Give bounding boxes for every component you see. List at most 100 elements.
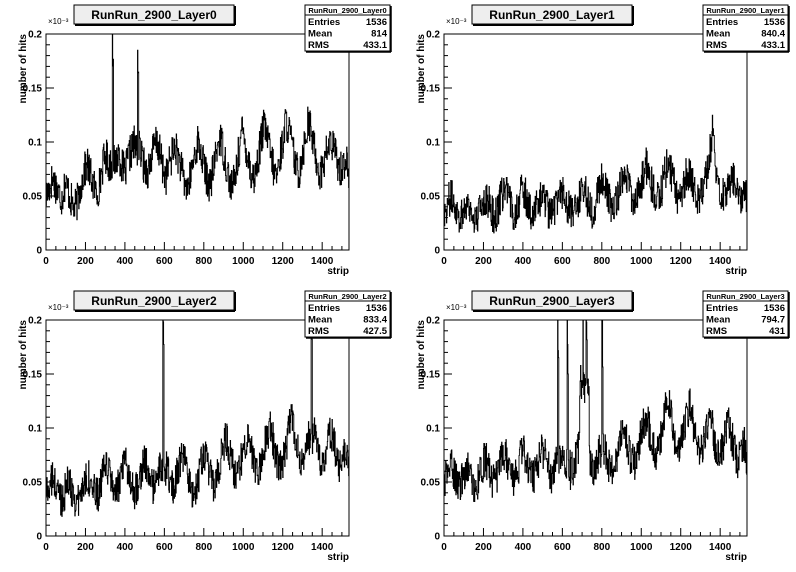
x-tick-label: 1000	[630, 256, 653, 267]
x-tick-label: 200	[77, 256, 94, 267]
x-tick-label: 200	[475, 542, 492, 553]
x-tick-label: 1400	[709, 256, 732, 267]
x-tick-label: 0	[441, 542, 447, 553]
histogram-line	[45, 319, 350, 517]
stats-label-entries: Entries	[308, 17, 340, 28]
histogram-svg: 0 0.05 0.1 0.15 0.2 ×10⁻³ 0 200 400 600 800 1000 120…	[18, 290, 392, 563]
stats-label-mean: Mean	[706, 315, 730, 326]
y-tick-label: 0.15	[421, 370, 441, 381]
y-tick-label: 0.05	[23, 478, 43, 489]
x-tick-label: 0	[43, 542, 49, 553]
y-tick-label: 0.1	[426, 138, 440, 149]
stats-box-frame	[702, 4, 789, 52]
stats-box: RunRun_2900_Layer3 Entries 1536 Mean 794.7 RM…	[702, 290, 790, 339]
y-tick-label: 0.2	[28, 30, 42, 41]
x-tick-label: 1400	[311, 256, 334, 267]
stats-label-entries: Entries	[308, 303, 340, 314]
y-tick-label: 0.05	[421, 192, 441, 203]
histogram-svg: 0 0.05 0.1 0.15 0.2 ×10⁻³ 0 200 400 600 800 1000 120…	[18, 4, 392, 277]
x-tick-label: 1000	[232, 542, 255, 553]
chart-title: RunRun_2900_Layer2	[91, 294, 217, 308]
hist-panel-layer3: 0 0.05 0.1 0.15 0.2 ×10⁻³ 0 200 400 600 800 1000 120…	[398, 286, 796, 572]
stats-value-entries: 1536	[366, 17, 387, 28]
hist-panel-layer1: 0 0.05 0.1 0.15 0.2 ×10⁻³ 0 200 400 600 800 1000 120…	[398, 0, 796, 286]
x-tick-label: 800	[593, 256, 610, 267]
x-tick-label: 1000	[232, 256, 255, 267]
stats-box-title: RunRun_2900_Layer3	[706, 292, 784, 301]
x-tick-label: 400	[117, 542, 134, 553]
stats-value-entries: 1536	[764, 17, 785, 28]
x-tick-label: 200	[77, 542, 94, 553]
stats-label-mean: Mean	[308, 315, 332, 326]
x-tick-label: 600	[554, 542, 571, 553]
stats-value-entries: 1536	[366, 303, 387, 314]
x-tick-label: 400	[515, 256, 532, 267]
plot-frame	[45, 319, 350, 537]
y-axis-title: number of hits	[416, 34, 427, 104]
plot-frame	[443, 319, 748, 537]
y-tick-label: 0.15	[23, 370, 43, 381]
stats-box-frame	[304, 4, 391, 52]
y-exponent-label: ×10⁻³	[48, 17, 69, 26]
x-tick-label: 800	[593, 542, 610, 553]
stats-box-title: RunRun_2900_Layer0	[308, 6, 386, 15]
stats-box-title: RunRun_2900_Layer1	[706, 6, 784, 15]
histogram-line	[443, 114, 748, 234]
hist-panel-layer2: 0 0.05 0.1 0.15 0.2 ×10⁻³ 0 200 400 600 800 1000 120…	[0, 286, 398, 572]
y-tick-label: 0	[434, 532, 440, 543]
stats-value-mean: 833.4	[363, 315, 387, 326]
x-axis-title: strip	[725, 266, 747, 277]
stats-label-mean: Mean	[706, 29, 730, 40]
y-tick-label: 0.1	[28, 424, 42, 435]
x-tick-label: 1200	[670, 542, 693, 553]
y-tick-label: 0.15	[23, 84, 43, 95]
stats-value-entries: 1536	[764, 303, 785, 314]
histogram-svg: 0 0.05 0.1 0.15 0.2 ×10⁻³ 0 200 400 600 800 1000 120…	[416, 290, 790, 563]
x-tick-label: 600	[156, 542, 173, 553]
y-tick-label: 0.05	[23, 192, 43, 203]
x-axis-title: strip	[327, 552, 349, 563]
y-tick-label: 0.2	[426, 30, 440, 41]
histogram-svg: 0 0.05 0.1 0.15 0.2 ×10⁻³ 0 200 400 600 800 1000 120…	[416, 4, 790, 277]
stats-box: RunRun_2900_Layer0 Entries 1536 Mean 814 RMS 4…	[304, 4, 392, 53]
stats-value-rms: 431	[769, 326, 786, 337]
x-tick-label: 600	[554, 256, 571, 267]
x-tick-label: 0	[441, 256, 447, 267]
y-exponent-label: ×10⁻³	[48, 303, 69, 312]
chart-title: RunRun_2900_Layer1	[489, 8, 615, 22]
hist-panel-layer0: 0 0.05 0.1 0.15 0.2 ×10⁻³ 0 200 400 600 800 1000 120…	[0, 0, 398, 286]
stats-label-rms: RMS	[308, 326, 329, 337]
x-tick-label: 400	[515, 542, 532, 553]
chart-title: RunRun_2900_Layer0	[91, 8, 217, 22]
y-tick-label: 0.2	[426, 316, 440, 327]
x-tick-label: 200	[475, 256, 492, 267]
y-tick-label: 0	[36, 532, 42, 543]
y-exponent-label: ×10⁻³	[446, 303, 467, 312]
histogram-line	[45, 33, 350, 221]
title-box: RunRun_2900_Layer2	[73, 290, 236, 312]
stats-label-rms: RMS	[308, 40, 329, 51]
x-tick-label: 1200	[272, 542, 295, 553]
stats-box-frame	[304, 290, 391, 338]
stats-box: RunRun_2900_Layer2 Entries 1536 Mean 833.4 RM…	[304, 290, 392, 339]
y-tick-label: 0.05	[421, 478, 441, 489]
y-axis-title: number of hits	[416, 320, 427, 390]
stats-box-title: RunRun_2900_Layer2	[308, 292, 386, 301]
x-tick-label: 1200	[272, 256, 295, 267]
title-box: RunRun_2900_Layer1	[471, 4, 634, 26]
y-tick-label: 0.1	[426, 424, 440, 435]
y-tick-label: 0	[36, 246, 42, 257]
stats-label-rms: RMS	[706, 40, 727, 51]
stats-value-mean: 794.7	[761, 315, 785, 326]
x-axis-title: strip	[725, 552, 747, 563]
stats-label-entries: Entries	[706, 303, 738, 314]
x-tick-label: 1000	[630, 542, 653, 553]
title-box: RunRun_2900_Layer3	[471, 290, 634, 312]
x-tick-label: 1200	[670, 256, 693, 267]
x-tick-label: 1400	[311, 542, 334, 553]
x-tick-label: 400	[117, 256, 134, 267]
x-tick-label: 0	[43, 256, 49, 267]
y-tick-label: 0.15	[421, 84, 441, 95]
chart-title: RunRun_2900_Layer3	[489, 294, 615, 308]
stats-value-rms: 433.1	[363, 40, 387, 51]
